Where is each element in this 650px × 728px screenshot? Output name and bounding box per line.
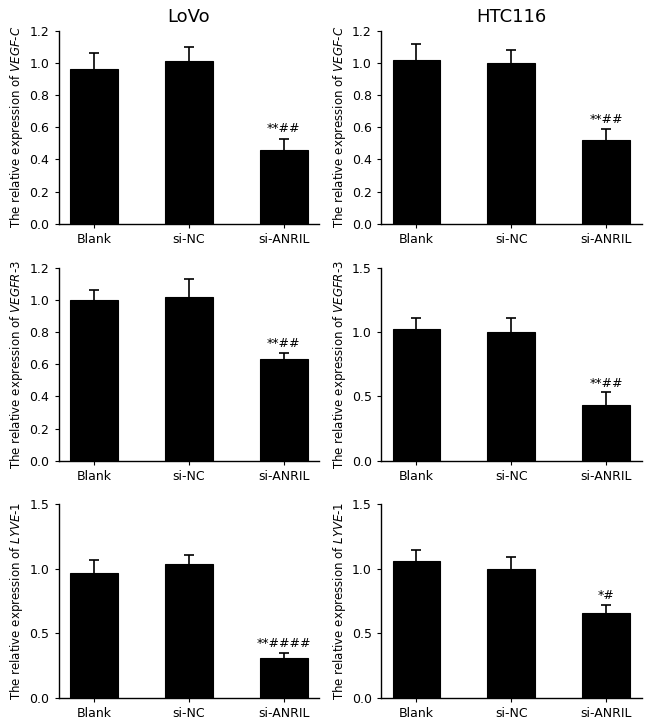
Y-axis label: The relative expression of $\it{VEGFR}$-$\it{3}$: The relative expression of $\it{VEGFR}$-… [8, 260, 25, 469]
Bar [165, 563, 213, 697]
Bar [165, 296, 213, 461]
Bar [70, 69, 118, 224]
Bar [260, 150, 307, 224]
Bar [393, 329, 440, 461]
Text: **##: **## [267, 122, 300, 135]
Bar [70, 300, 118, 461]
Bar [582, 405, 630, 461]
Bar [582, 613, 630, 697]
Text: **##: **## [267, 336, 300, 349]
Y-axis label: The relative expression of $\it{LYVE}$-$\it{1}$: The relative expression of $\it{LYVE}$-$… [331, 502, 348, 700]
Text: *#: *# [598, 590, 614, 602]
Text: **####: **#### [257, 637, 311, 650]
Bar [488, 63, 535, 224]
Y-axis label: The relative expression of $\it{VEGF}$-$\it{C}$: The relative expression of $\it{VEGF}$-$… [331, 26, 348, 229]
Text: **##: **## [590, 377, 623, 390]
Y-axis label: The relative expression of $\it{LYVE}$-$\it{1}$: The relative expression of $\it{LYVE}$-$… [8, 502, 25, 700]
Bar [260, 360, 307, 461]
Y-axis label: The relative expression of $\it{VEGF}$-$\it{C}$: The relative expression of $\it{VEGF}$-$… [8, 26, 25, 229]
Title: HTC116: HTC116 [476, 8, 547, 26]
Bar [260, 657, 307, 697]
Bar [488, 332, 535, 461]
Bar [488, 569, 535, 697]
Bar [582, 141, 630, 224]
Y-axis label: The relative expression of $\it{VEGFR}$-$\it{3}$: The relative expression of $\it{VEGFR}$-… [331, 260, 348, 469]
Bar [393, 60, 440, 224]
Bar [70, 573, 118, 697]
Title: LoVo: LoVo [168, 8, 211, 26]
Text: **##: **## [590, 113, 623, 126]
Bar [393, 561, 440, 697]
Bar [165, 61, 213, 224]
